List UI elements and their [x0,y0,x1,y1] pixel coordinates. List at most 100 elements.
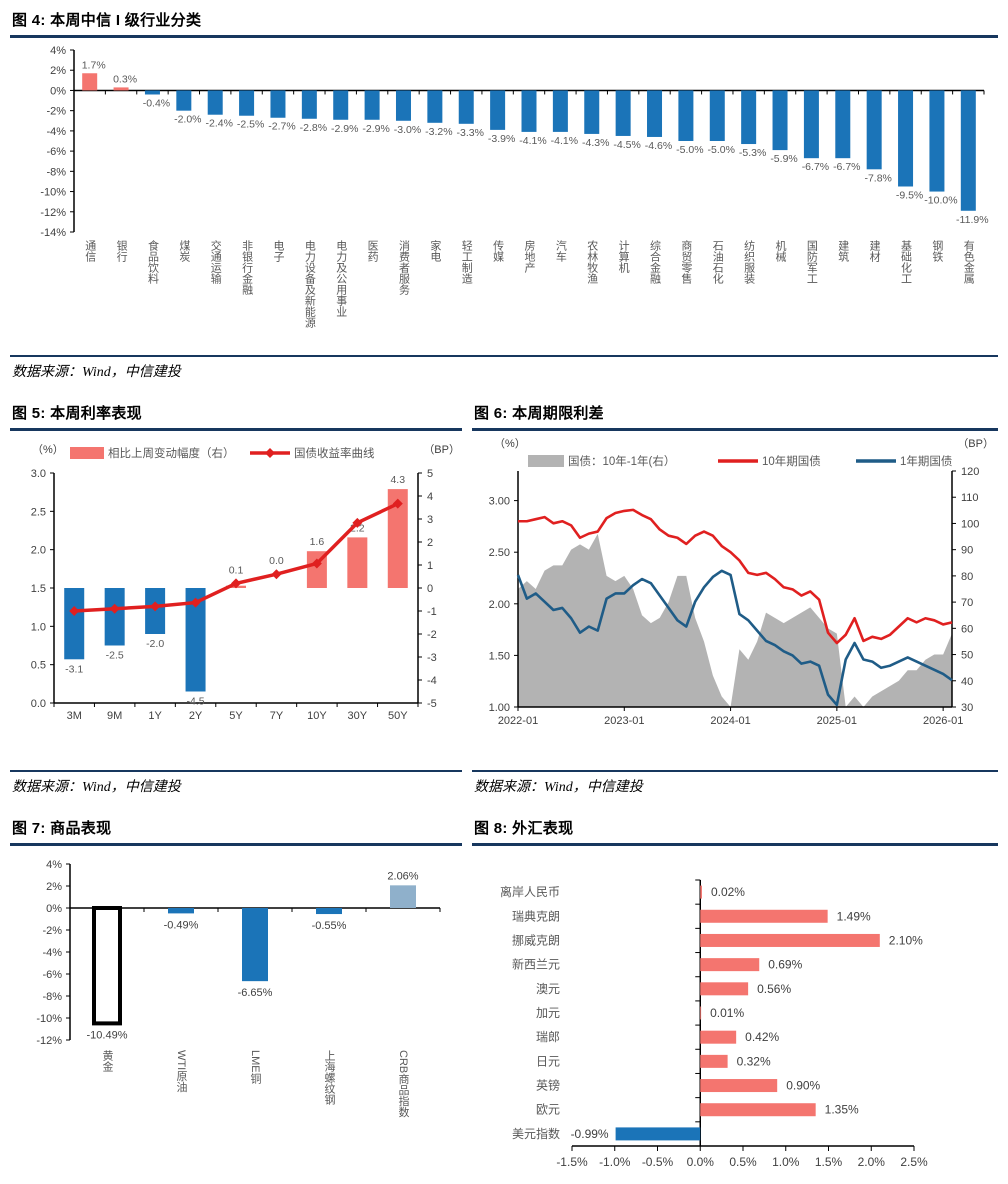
svg-text:加元: 加元 [536,1006,560,1020]
svg-text:综合金融: 综合金融 [649,239,662,285]
svg-text:-2.0: -2.0 [146,638,164,650]
figure-5-rates-chart: （%） （BP） 相比上周变动幅度（右） 国债收益率曲线 3.0 2.5 2.0 1.5 1.0… [31,443,460,722]
svg-text:1: 1 [427,560,433,572]
bar [387,489,408,588]
svg-text:1.49%: 1.49% [837,909,871,923]
svg-text:国防军工: 国防军工 [805,240,818,284]
svg-text:建材: 建材 [868,239,881,262]
svg-text:2023-01: 2023-01 [604,715,644,727]
svg-text:-6.65%: -6.65% [238,987,273,999]
fig4-ytick: -14% [40,227,66,239]
svg-text:日元: 日元 [536,1054,560,1068]
bar [700,1006,702,1020]
bar [104,588,125,646]
svg-text:0.3%: 0.3% [113,73,137,85]
svg-text:澳元: 澳元 [536,982,560,996]
bar [364,90,380,120]
svg-text:-0.55%: -0.55% [312,920,347,932]
svg-text:纺织服装: 纺织服装 [743,239,756,285]
fig6-axes [514,470,956,711]
svg-text:0.56%: 0.56% [757,982,791,996]
svg-text:-2: -2 [427,629,437,641]
svg-text:2.00: 2.00 [489,599,510,611]
svg-text:5Y: 5Y [229,710,243,722]
svg-text:LME铜: LME铜 [249,1050,262,1084]
svg-text:-2.9%: -2.9% [362,123,389,135]
svg-text:0.1: 0.1 [229,564,244,576]
figure-6-chart-box: （%） （BP） 国债：10年-1年(右） 10年期国债 1年期国债 3.00 2.50 2.… [472,431,998,770]
legend-swatch-bar [70,447,104,459]
svg-text:70: 70 [961,597,973,609]
row-middle: 图 5: 本周利率表现 （%） （BP） 相比上周变动幅度（右） 国债收益率曲线 3.0… [10,399,998,796]
svg-text:0.02%: 0.02% [711,885,745,899]
svg-text:2025-01: 2025-01 [817,715,857,727]
svg-text:-3.9%: -3.9% [488,133,515,145]
svg-text:-7.8%: -7.8% [864,172,891,184]
figure-7: 图 7: 商品表现 4% 2% 0% -2% -4% -6% -8% -10% -12% -10.… [10,814,462,1184]
bar [490,90,506,130]
svg-text:相比上周变动幅度（右）: 相比上周变动幅度（右） [108,446,235,460]
svg-text:-3: -3 [427,652,437,664]
svg-text:-10.0%: -10.0% [924,195,957,207]
figure-4-bottom-rule [10,355,998,357]
svg-text:石油石化: 石油石化 [711,240,724,285]
bar [700,1054,728,1068]
svg-text:农林牧渔: 农林牧渔 [586,239,599,285]
fig4-ytick: -2% [46,106,66,118]
svg-text:英镑: 英镑 [536,1078,560,1093]
svg-text:-9.5%: -9.5% [896,190,923,202]
svg-text:1.5%: 1.5% [815,1155,843,1169]
svg-text:0%: 0% [46,903,62,915]
svg-text:-3.2%: -3.2% [425,126,452,138]
svg-text:-4: -4 [427,675,437,687]
bar [709,90,725,141]
figure-7-title: 图 7: 商品表现 [12,820,112,837]
svg-text:2.0: 2.0 [31,545,46,557]
fig8-bars [615,885,880,1141]
bar [700,933,880,947]
svg-text:-0.99%: -0.99% [571,1127,609,1141]
svg-text:90: 90 [961,545,973,557]
bar [301,90,317,119]
svg-text:-2%: -2% [42,925,62,937]
svg-text:CRB商品指数: CRB商品指数 [397,1050,410,1118]
svg-text:1.50: 1.50 [489,650,510,662]
fig6-line-1y [516,569,953,707]
svg-text:离岸人民币: 离岸人民币 [500,884,560,899]
svg-text:-1.0%: -1.0% [599,1155,631,1169]
svg-text:上海螺纹钢: 上海螺纹钢 [323,1050,336,1105]
svg-text:0.0: 0.0 [269,555,284,567]
svg-text:瑞郎: 瑞郎 [536,1030,560,1044]
svg-text:建筑: 建筑 [837,239,850,262]
figure-4-industry-bar-chart: 4% 2% 0% -2% -4% -6% -8% -10% -12% -14% 1.7% 0.3% -0… [40,45,989,329]
fig4-ytick: 0% [50,85,66,97]
bar [113,87,129,91]
bar [395,90,411,121]
svg-text:120: 120 [961,466,979,478]
figure-6-source: 数据来源：Wind，中信建投 [474,780,643,795]
bar [82,73,98,91]
svg-text:-4.1%: -4.1% [519,135,546,147]
figure-4-title: 图 4: 本周中信 I 级行业分类 [12,12,202,29]
svg-text:1.5: 1.5 [31,583,46,595]
fig4-data-labels: 1.7% 0.3% -0.4% -2.0% -2.4% -2.5% -2.7% -2.8% -2… [82,59,989,226]
svg-text:100: 100 [961,518,979,530]
bar [615,1127,701,1141]
svg-text:0.0: 0.0 [31,698,46,710]
svg-text:7Y: 7Y [270,710,284,722]
figure-6-title: 图 6: 本周期限利差 [474,405,604,422]
figure-8-fx-chart: -1.5% -1.0% -0.5% 0.0% 0.5% 1.0% 1.5% 2.0% 2.5% 离… [500,879,928,1169]
svg-text:美元指数: 美元指数 [512,1126,560,1141]
fig4-ytick: -6% [46,146,66,158]
svg-text:-5.0%: -5.0% [708,144,735,156]
svg-text:10Y: 10Y [307,710,327,722]
fig4-ytick: -12% [40,207,66,219]
svg-text:-2.4%: -2.4% [205,118,232,130]
fig7-bars [92,885,416,1026]
fig6-spread-area [518,533,952,707]
svg-text:-0.5%: -0.5% [642,1155,674,1169]
svg-text:瑞典克朗: 瑞典克朗 [512,909,560,923]
svg-text:-3.0%: -3.0% [394,124,421,136]
svg-text:-5.3%: -5.3% [739,147,766,159]
